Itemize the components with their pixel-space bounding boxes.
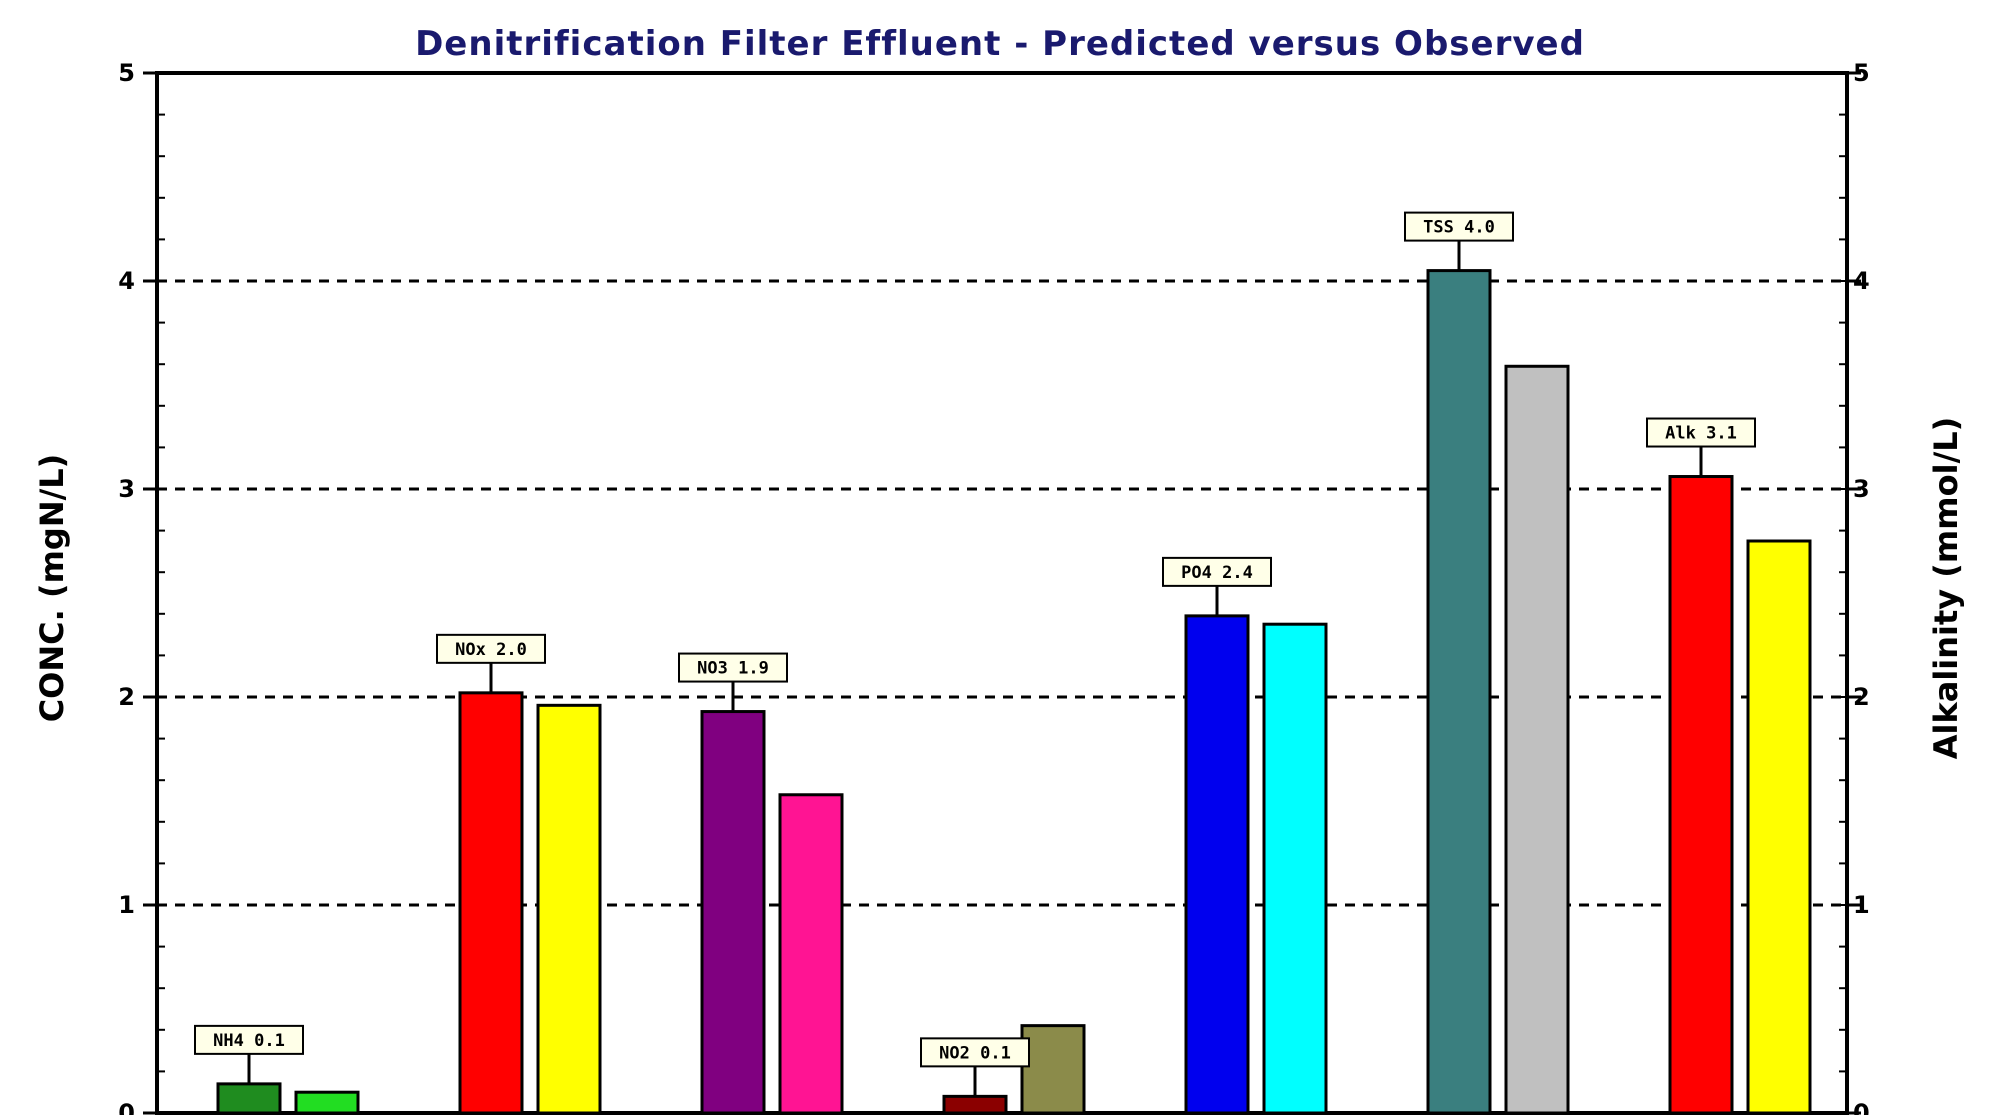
y-axis-right-label: Alkalinity (mmol/L) <box>1927 417 1965 760</box>
chart-title: Denitrification Filter Effluent - Predic… <box>415 24 1585 64</box>
data-label-box <box>1646 417 1756 448</box>
bar-predicted <box>1668 475 1734 1115</box>
data-label: NO2 0.1 <box>939 1043 1011 1063</box>
y-tick-label-right: 1 <box>1853 891 1870 919</box>
bar-predicted <box>1426 269 1492 1115</box>
bar-observed <box>1020 1024 1086 1115</box>
y-tick-label-right: 2 <box>1853 683 1870 711</box>
bar-observed <box>778 793 844 1115</box>
data-label-box <box>436 633 546 664</box>
data-label: Alk 3.1 <box>1665 424 1737 444</box>
data-label-box <box>920 1037 1030 1068</box>
y-tick-label: 4 <box>118 267 135 295</box>
data-label: TSS 4.0 <box>1423 218 1495 238</box>
bar-observed <box>1504 364 1570 1115</box>
data-label-box <box>1162 556 1272 587</box>
data-label: PO4 2.4 <box>1181 563 1253 583</box>
y-tick-label-right: 4 <box>1853 267 1870 295</box>
y-tick-label: 2 <box>118 683 135 711</box>
bar-observed <box>1262 622 1328 1115</box>
axis-ticks: 0 0 1 1 2 2 3 3 4 4 5 5 <box>118 59 1869 1115</box>
data-label: NH4 0.1 <box>213 1031 285 1051</box>
bar-predicted <box>458 691 524 1115</box>
plot-area-frame <box>155 71 1849 1115</box>
y-tick-label-right: 0 <box>1853 1099 1870 1115</box>
bar-observed <box>1746 539 1812 1115</box>
data-label-box <box>678 652 788 683</box>
y-tick-label: 3 <box>118 475 135 503</box>
y-tick-label: 0 <box>118 1099 135 1115</box>
bar-predicted <box>700 710 766 1115</box>
bar-predicted <box>1184 614 1250 1115</box>
bar-predicted <box>216 1082 282 1115</box>
data-label: NOx 2.0 <box>455 640 527 660</box>
y-tick-label-right: 5 <box>1853 59 1870 87</box>
y-tick-label: 1 <box>118 891 135 919</box>
data-labels: NH4 0.1 NOx 2.0 NO3 1.9 NO2 0.1 PO4 2.4 TSS 4… <box>194 211 1756 1097</box>
data-label: NO3 1.9 <box>697 659 769 679</box>
gridlines <box>157 279 1847 907</box>
data-label-box <box>1404 211 1514 242</box>
y-tick-label: 5 <box>118 59 135 87</box>
bar-observed <box>294 1090 360 1115</box>
bars <box>216 269 1812 1115</box>
y-tick-label-right: 3 <box>1853 475 1870 503</box>
data-label-box <box>194 1024 304 1055</box>
y-axis-label: CONC. (mgN/L) <box>33 454 71 723</box>
bar-predicted <box>942 1094 1008 1115</box>
bar-observed <box>536 703 602 1115</box>
